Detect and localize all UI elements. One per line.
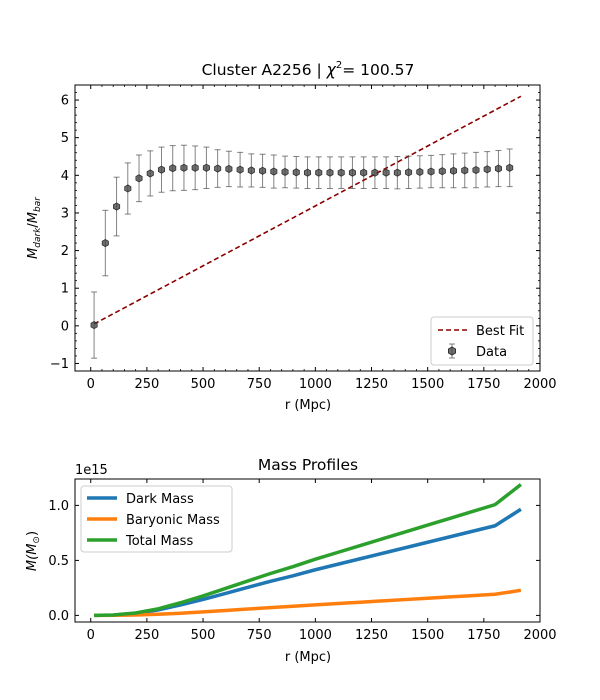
data-point: [146, 169, 154, 178]
legend-dark-mass-label: Dark Mass: [126, 492, 194, 507]
data-point: [472, 165, 480, 175]
legend-best-fit-label: Best Fit: [476, 324, 524, 339]
ratio-y-tick-label: 6: [61, 94, 69, 109]
mass-chart-title: Mass Profiles: [258, 456, 358, 474]
ratio-x-tick-label: 2000: [523, 377, 556, 392]
mass-x-axis-label: r (Mpc): [285, 650, 331, 665]
data-point: [315, 168, 323, 177]
ratio-x-tick-label: 0: [87, 377, 95, 392]
data-point: [113, 202, 121, 211]
legend-data-marker: [448, 346, 456, 356]
data-point: [236, 165, 244, 174]
ratio-x-tick-label: 750: [247, 377, 272, 392]
data-point: [303, 168, 312, 177]
ratio-x-tick-label: 1500: [411, 377, 444, 392]
ratio-y-tick-label: 1: [61, 282, 69, 297]
ratio-y-axis: −1 0 1 2 3 4 5 6: [50, 92, 540, 372]
mass-legend-frame: [80, 485, 233, 553]
data-point: [438, 167, 446, 176]
data-point: [180, 163, 188, 172]
data-point: [202, 163, 210, 172]
baryonic-mass-line: [94, 588, 522, 618]
mass-y-axis: 0.0 0.5 1.0: [48, 499, 540, 624]
mass-x-tick-label: 1250: [355, 628, 388, 643]
data-point: [371, 168, 379, 177]
mass-x-tick-label: 250: [134, 628, 159, 643]
legend-baryonic-mass-label: Baryonic Mass: [126, 513, 220, 528]
ratio-y-axis-label: Mdark/Mbar: [26, 196, 43, 259]
data-point: [270, 167, 278, 176]
data-point: [506, 163, 514, 172]
mass-offset-text: 1e15: [75, 463, 108, 478]
mass-x-tick-label: 500: [191, 628, 216, 643]
data-point: [393, 168, 401, 177]
mass-y-tick-label: 0.0: [48, 609, 69, 624]
data-point: [281, 167, 289, 176]
data-point: [135, 174, 143, 183]
data-point: [337, 168, 345, 177]
ratio-y-tick-label: 3: [61, 206, 69, 221]
data-point: [90, 321, 98, 330]
data-point: [247, 166, 255, 175]
data-point: [225, 164, 233, 173]
ratio-y-tick-label: 4: [61, 169, 69, 184]
ratio-x-tick-label: 1750: [467, 377, 500, 392]
mass-y-axis-label: M(M⊙): [25, 531, 42, 571]
data-point: [382, 168, 390, 177]
data-point: [360, 168, 368, 177]
ratio-plot-area: [90, 95, 522, 359]
mass-x-tick-label: 1500: [411, 628, 444, 643]
data-point: [124, 184, 132, 193]
data-point: [427, 167, 435, 176]
mass-chart: Mass Profiles 1e15 0 250 500 750 1000 1250 150…: [25, 456, 557, 665]
data-point: [405, 168, 413, 177]
ratio-chart-title: Cluster A2256 | χ2= 100.57: [202, 60, 415, 79]
mass-x-tick-label: 0: [87, 628, 95, 643]
mass-x-tick-label: 2000: [523, 628, 556, 643]
ratio-x-tick-label: 500: [191, 377, 216, 392]
mass-x-tick-label: 750: [247, 628, 272, 643]
ratio-x-axis-label: r (Mpc): [285, 398, 331, 413]
mass-x-axis: 0 250 500 750 1000 1250 1500 1750 2000: [87, 479, 557, 643]
ratio-y-tick-label: 5: [61, 131, 69, 146]
mass-y-tick-label: 1.0: [48, 499, 69, 514]
data-point: [292, 168, 300, 177]
mass-plot-frame: [74, 478, 541, 623]
data-point: [494, 164, 502, 173]
ratio-x-tick-label: 1250: [355, 377, 388, 392]
data-point: [259, 166, 267, 175]
data-point: [157, 165, 166, 174]
ratio-chart: Cluster A2256 | χ2= 100.57 0 250 500 750 100…: [26, 60, 557, 413]
legend-data-label: Data: [476, 345, 507, 360]
data-point: [449, 166, 458, 175]
mass-plot-area: [94, 483, 522, 618]
data-point: [214, 164, 222, 173]
data-point: [191, 163, 199, 172]
ratio-y-tick-label: 0: [61, 319, 69, 334]
ratio-legend-frame: [430, 316, 534, 366]
legend-total-mass-label: Total Mass: [125, 534, 193, 549]
data-point: [461, 166, 469, 175]
best-fit-line: [93, 95, 522, 325]
ratio-x-tick-label: 1000: [299, 377, 332, 392]
mass-y-tick-label: 0.5: [48, 554, 69, 569]
ratio-x-axis: 0 250 500 750 1000 1250 1500 1750 2000: [87, 85, 557, 392]
data-point: [348, 168, 356, 177]
ratio-y-tick-label: 2: [61, 244, 69, 259]
mass-x-tick-label: 1750: [467, 628, 500, 643]
data-point: [416, 167, 424, 176]
ratio-y-tick-label: −1: [50, 357, 69, 372]
mass-x-tick-label: 1000: [299, 628, 332, 643]
total-mass-line: [94, 483, 522, 618]
data-point: [101, 238, 109, 248]
ratio-x-tick-label: 250: [134, 377, 159, 392]
ratio-legend: Best Fit Data: [430, 316, 534, 366]
mass-legend: Dark Mass Baryonic Mass Total Mass: [80, 485, 233, 553]
data-point: [169, 164, 177, 173]
data-point: [483, 165, 491, 174]
data-point: [326, 168, 334, 177]
